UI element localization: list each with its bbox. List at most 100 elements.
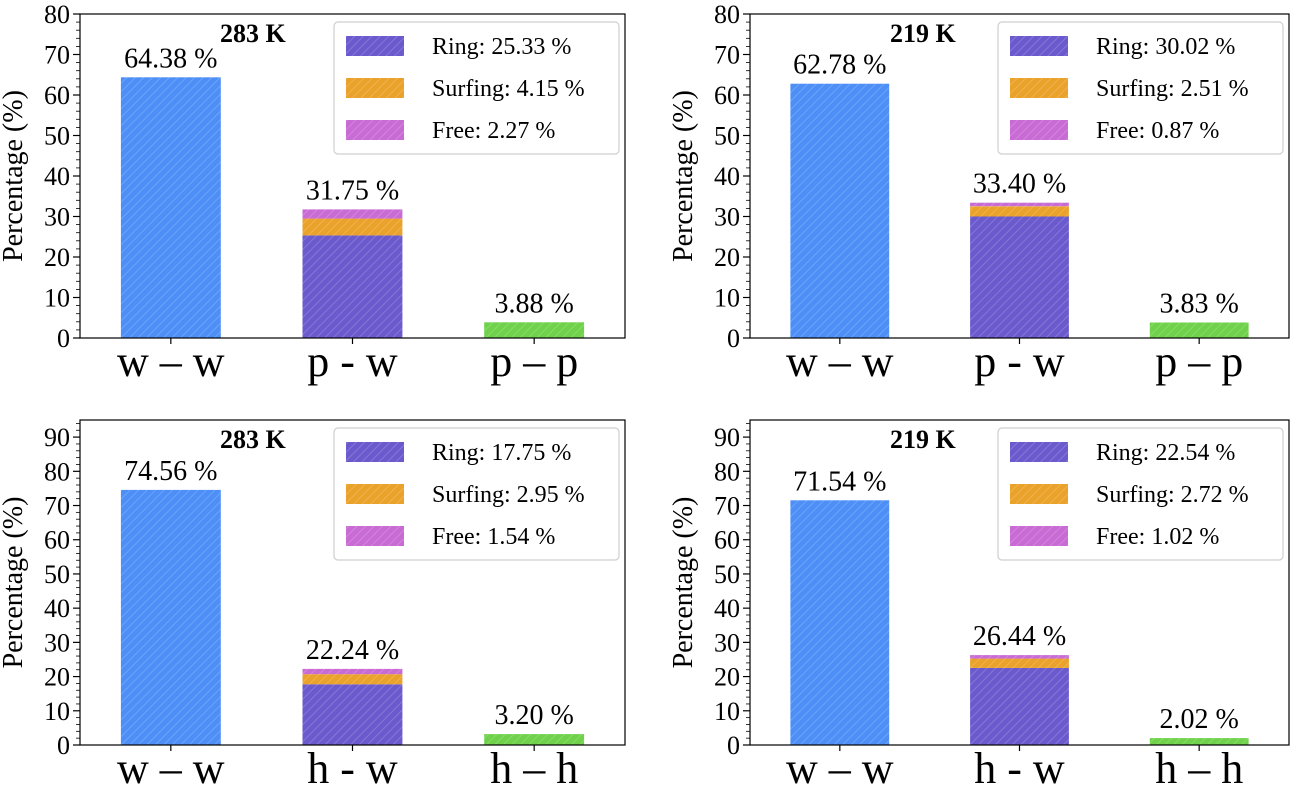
y-tick-label: 90 [714, 423, 740, 452]
temperature-label: 219 K [890, 19, 957, 48]
bar-hatch-1-1 [302, 684, 403, 745]
y-axis-label: Percentage (%) [0, 497, 29, 669]
legend-entry-ring: Ring: 22.54 % [1096, 440, 1235, 466]
y-tick-label: 0 [727, 324, 740, 353]
y-tick-label: 50 [44, 560, 70, 589]
y-tick-label: 80 [44, 0, 70, 29]
bar-hatch-2-1 [302, 218, 403, 236]
legend-swatch-hatch [346, 442, 404, 462]
legend-swatch-hatch [346, 120, 404, 140]
legend-entry-ring: Ring: 25.33 % [432, 34, 571, 60]
x-category-label: p - w [974, 337, 1065, 386]
y-tick-label: 90 [44, 423, 70, 452]
bar-total-label: 31.75 % [306, 175, 399, 206]
legend-entry-surfing: Surfing: 2.72 % [1096, 482, 1249, 508]
panel-bottom-left: 74.56 % 22.24 % 3.20 % 0 10 20 30 40 50 60 70 80 90 w… [0, 419, 626, 793]
bar-hatch-4-2 [1149, 322, 1249, 338]
legend-swatch-hatch [1010, 36, 1068, 56]
legend-box [997, 427, 1284, 561]
x-category-label: h - w [307, 744, 398, 790]
y-tick-label: 60 [44, 81, 70, 110]
legend-entry-free: Free: 1.02 % [1096, 524, 1219, 550]
legend-swatch-hatch [1010, 526, 1068, 546]
x-category-label: w – w [117, 744, 225, 790]
y-tick-label: 80 [714, 0, 740, 29]
y-tick-label: 80 [44, 457, 70, 486]
legend-entry-surfing: Surfing: 2.95 % [432, 482, 585, 508]
y-tick-label: 60 [44, 526, 70, 555]
temperature-label: 283 K [220, 19, 287, 48]
legend-entry-ring: Ring: 30.02 % [1096, 34, 1235, 60]
bar-hatch-1-1 [970, 667, 1069, 745]
legend-box [333, 427, 620, 561]
x-category-label: h – h [490, 744, 578, 790]
legend-swatch-hatch [1010, 120, 1068, 140]
bar-hatch-2-1 [302, 674, 403, 685]
bar-total-label: 62.78 % [793, 50, 886, 81]
y-tick-label: 10 [44, 697, 70, 726]
bar-hatch-3-1 [302, 668, 403, 675]
temperature-label: 283 K [220, 425, 287, 454]
y-axis-label: Percentage (%) [0, 90, 29, 262]
temperature-label: 219 K [890, 425, 957, 454]
legend-entry-free: Free: 2.27 % [432, 118, 555, 144]
x-category-label: h - w [974, 744, 1065, 790]
legend: Ring: 30.02 % Surfing: 2.51 % Free: 0.87 % [997, 21, 1284, 155]
bar-hatch-1-1 [302, 235, 403, 338]
y-tick-label: 70 [714, 41, 740, 70]
y-tick-label: 30 [714, 628, 740, 657]
bar-total-label: 3.88 % [495, 288, 574, 319]
y-tick-label: 20 [44, 243, 70, 272]
legend-swatch-hatch [346, 78, 404, 98]
panel-top-left: 64.38 % 31.75 % 3.88 % 0 10 20 30 40 50 60 70 80 w –… [0, 0, 626, 386]
y-tick-label: 40 [714, 162, 740, 191]
y-tick-label: 10 [714, 284, 740, 313]
y-tick-label: 70 [44, 41, 70, 70]
y-tick-label: 30 [44, 628, 70, 657]
legend: Ring: 25.33 % Surfing: 4.15 % Free: 2.27 % [333, 21, 620, 155]
bar-hatch-2-1 [970, 658, 1069, 668]
x-category-label: w – w [117, 337, 225, 386]
bar-hatch-0-0 [790, 83, 890, 338]
y-tick-label: 0 [57, 731, 70, 760]
y-tick-label: 10 [714, 697, 740, 726]
bar-hatch-4-2 [1149, 738, 1249, 745]
bar-total-label: 64.38 % [124, 43, 217, 74]
legend-swatch-hatch [346, 36, 404, 56]
x-category-label: w – w [786, 744, 894, 790]
legend-entry-surfing: Surfing: 4.15 % [432, 76, 585, 102]
bar-total-label: 2.02 % [1160, 704, 1239, 735]
bar-total-label: 26.44 % [973, 621, 1066, 652]
y-axis-label: Percentage (%) [668, 497, 699, 669]
legend: Ring: 22.54 % Surfing: 2.72 % Free: 1.02 % [997, 427, 1284, 561]
bar-hatch-0-0 [790, 500, 890, 745]
legend: Ring: 17.75 % Surfing: 2.95 % Free: 1.54 % [333, 427, 620, 561]
x-category-label: p – p [490, 337, 578, 386]
bar-hatch-2-1 [970, 206, 1069, 217]
y-tick-label: 40 [714, 594, 740, 623]
legend-swatch-hatch [1010, 78, 1068, 98]
y-tick-label: 0 [57, 324, 70, 353]
y-tick-label: 80 [714, 457, 740, 486]
legend-swatch-hatch [1010, 484, 1068, 504]
legend-swatch-hatch [346, 526, 404, 546]
bar-hatch-0-0 [120, 77, 221, 339]
y-tick-label: 20 [714, 243, 740, 272]
x-category-label: h – h [1155, 744, 1243, 790]
y-tick-label: 50 [714, 560, 740, 589]
legend-box [333, 21, 620, 155]
panel-top-right: 62.78 % 33.40 % 3.83 % 0 10 20 30 40 50 60 70 80 w –… [668, 0, 1290, 386]
y-tick-label: 50 [714, 122, 740, 151]
y-axis-label: Percentage (%) [668, 90, 699, 262]
x-category-label: p – p [1155, 337, 1243, 386]
bar-total-label: 3.83 % [1160, 289, 1239, 320]
y-tick-label: 20 [44, 663, 70, 692]
bar-hatch-0-0 [120, 489, 221, 745]
bar-total-label: 22.24 % [306, 635, 399, 666]
legend-entry-surfing: Surfing: 2.51 % [1096, 76, 1249, 102]
y-tick-label: 70 [44, 492, 70, 521]
y-tick-label: 60 [714, 81, 740, 110]
bar-hatch-4-2 [484, 322, 585, 338]
y-tick-label: 50 [44, 122, 70, 151]
